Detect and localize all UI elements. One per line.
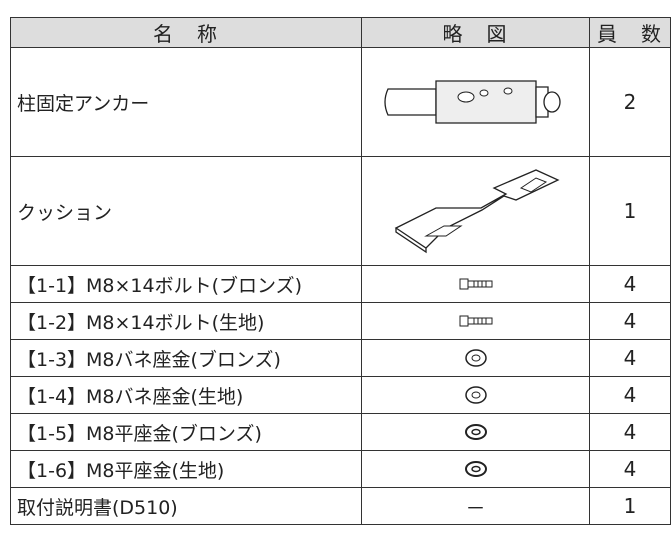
bolt-icon bbox=[459, 278, 492, 290]
part-name: 【1-6】M8平座金(生地) bbox=[10, 450, 362, 488]
quantity: 4 bbox=[589, 302, 671, 340]
row: 【1-2】M8×14ボルト(生地) 4 bbox=[10, 302, 671, 340]
quantity: 4 bbox=[589, 376, 671, 414]
quantity: 1 bbox=[589, 487, 671, 525]
row: 【1-3】M8バネ座金(ブロンズ) 4 bbox=[10, 339, 671, 377]
row: クッション 1 bbox=[10, 156, 671, 266]
part-name: クッション bbox=[10, 156, 362, 266]
bolt-icon bbox=[459, 315, 492, 327]
row: 取付説明書(D510) － 1 bbox=[10, 487, 671, 525]
figure bbox=[361, 339, 590, 377]
part-name: 【1-3】M8バネ座金(ブロンズ) bbox=[10, 339, 362, 377]
parts-table: 名 称 略 図 員 数 柱固定アンカー 2 クッション bbox=[10, 17, 671, 525]
figure bbox=[361, 265, 590, 303]
figure bbox=[361, 156, 590, 266]
anchor-icon bbox=[383, 80, 561, 124]
row: 【1-4】M8バネ座金(生地) 4 bbox=[10, 376, 671, 414]
quantity: 4 bbox=[589, 413, 671, 451]
row: 柱固定アンカー 2 bbox=[10, 47, 671, 157]
spring-washer-icon bbox=[464, 349, 487, 367]
row: 【1-1】M8×14ボルト(ブロンズ) 4 bbox=[10, 265, 671, 303]
part-name: 【1-1】M8×14ボルト(ブロンズ) bbox=[10, 265, 362, 303]
header-cell: 略 図 bbox=[361, 17, 590, 48]
figure bbox=[361, 450, 590, 488]
figure bbox=[361, 47, 590, 157]
quantity: 4 bbox=[589, 339, 671, 377]
flat-washer-icon bbox=[464, 461, 487, 477]
quantity: 1 bbox=[589, 156, 671, 266]
figure bbox=[361, 302, 590, 340]
quantity: 4 bbox=[589, 265, 671, 303]
quantity: 4 bbox=[589, 450, 671, 488]
part-name: 柱固定アンカー bbox=[10, 47, 362, 157]
quantity: 2 bbox=[589, 47, 671, 157]
header-row: 名 称 略 図 員 数 bbox=[10, 17, 671, 48]
header-cell: 員 数 bbox=[589, 17, 671, 48]
figure bbox=[361, 376, 590, 414]
header-cell: 名 称 bbox=[10, 17, 362, 48]
cushion-icon bbox=[394, 169, 560, 254]
row: 【1-6】M8平座金(生地) 4 bbox=[10, 450, 671, 488]
flat-washer-icon bbox=[464, 424, 487, 440]
part-name: 【1-5】M8平座金(ブロンズ) bbox=[10, 413, 362, 451]
part-name: 【1-2】M8×14ボルト(生地) bbox=[10, 302, 362, 340]
spring-washer-icon bbox=[464, 386, 487, 404]
figure bbox=[361, 413, 590, 451]
part-name: 取付説明書(D510) bbox=[10, 487, 362, 525]
row: 【1-5】M8平座金(ブロンズ) 4 bbox=[10, 413, 671, 451]
part-name: 【1-4】M8バネ座金(生地) bbox=[10, 376, 362, 414]
figure: － bbox=[361, 487, 590, 525]
